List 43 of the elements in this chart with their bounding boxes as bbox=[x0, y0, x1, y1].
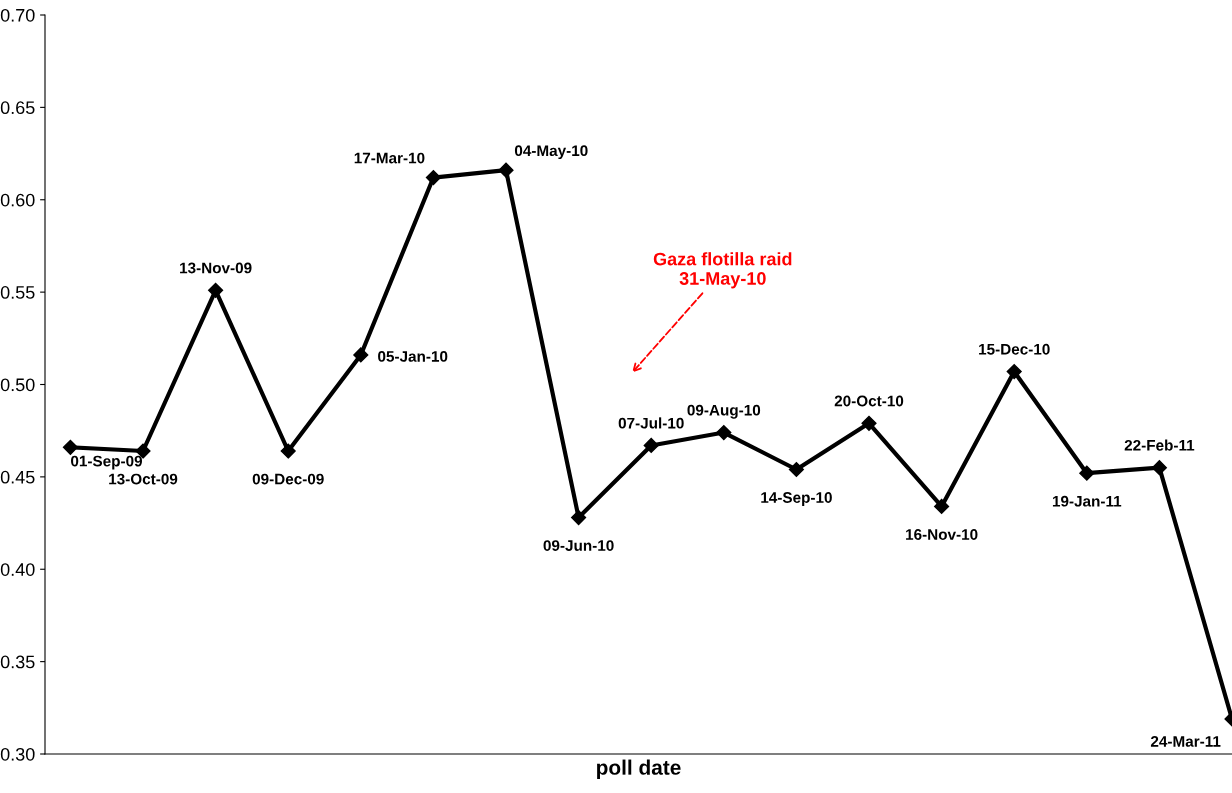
point bbox=[788, 461, 804, 478]
point bbox=[716, 424, 732, 441]
y-tick-label: 0.65 bbox=[0, 101, 35, 115]
y-tick-label: 0.70 bbox=[0, 8, 35, 22]
point bbox=[425, 170, 441, 186]
point bbox=[1151, 460, 1167, 476]
y-tick-label: 0.30 bbox=[0, 747, 35, 761]
data-label: 05-Jan-10 bbox=[378, 351, 448, 362]
data-label: 09-Dec-09 bbox=[252, 473, 324, 485]
data-label: 04-May-10 bbox=[514, 145, 588, 160]
annotation: Gaza flotilla raid 31-May-10 bbox=[653, 252, 792, 289]
point bbox=[62, 439, 78, 455]
point bbox=[643, 437, 659, 454]
data-label: 24-Mar-11 bbox=[1150, 735, 1221, 747]
data-label: 15-Dec-10 bbox=[979, 343, 1050, 355]
y-tick-label: 0.60 bbox=[0, 193, 35, 207]
x-axis-title: poll date bbox=[597, 759, 681, 779]
data-label: 01-Sep-09 bbox=[71, 455, 143, 470]
y-tick-label: 0.45 bbox=[0, 470, 35, 484]
point bbox=[571, 509, 587, 526]
data-label: 22-Feb-11 bbox=[1124, 439, 1195, 451]
data-label: 17-Mar-10 bbox=[354, 152, 425, 164]
point bbox=[1006, 363, 1022, 380]
data-label: 13-Nov-09 bbox=[180, 262, 252, 274]
data-label: 19-Jan-11 bbox=[1052, 495, 1122, 507]
point bbox=[208, 282, 224, 298]
point bbox=[498, 162, 514, 178]
point bbox=[934, 498, 950, 515]
point bbox=[1079, 465, 1095, 481]
point bbox=[861, 415, 877, 431]
y-tick-label: 0.35 bbox=[0, 655, 35, 669]
data-label: 07-Jul-10 bbox=[618, 417, 684, 429]
data-label: 14-Sep-10 bbox=[761, 492, 832, 506]
data-label: 09-Jun-10 bbox=[543, 540, 614, 551]
y-tick-label: 0.40 bbox=[0, 563, 35, 576]
y-tick-label: 0.50 bbox=[0, 378, 35, 392]
data-label: 13-Oct-09 bbox=[109, 473, 178, 485]
point bbox=[280, 443, 296, 459]
data-label: 16-Nov-10 bbox=[906, 529, 978, 540]
data-label: 09-Aug-10 bbox=[687, 404, 761, 419]
point bbox=[353, 347, 369, 363]
y-tick-label: 0.55 bbox=[0, 286, 35, 299]
data-label: 20-Oct-10 bbox=[834, 395, 904, 407]
